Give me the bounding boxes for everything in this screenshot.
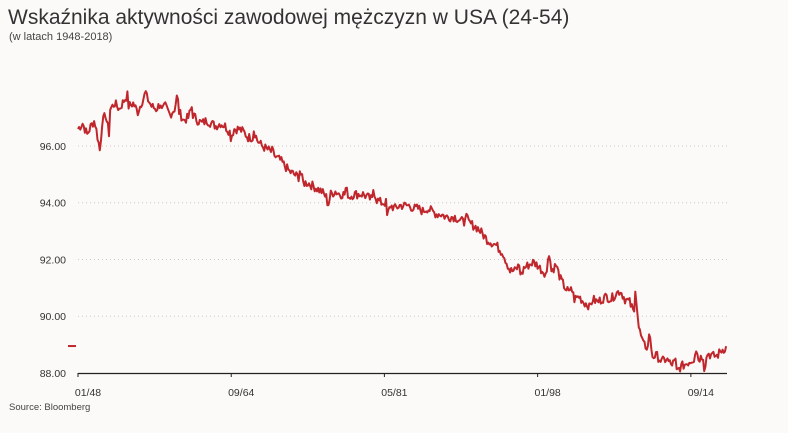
chart-source: Source: Bloomberg xyxy=(9,402,91,413)
x-tick-label: 09/14 xyxy=(688,387,714,399)
chart-title: Wskaźnika aktywności zawodowej mężczyzn … xyxy=(8,6,570,29)
series-line xyxy=(77,90,728,373)
gridlines xyxy=(78,145,727,317)
x-tick-label: 01/98 xyxy=(534,387,560,399)
y-tick-label: 96.00 xyxy=(40,141,66,153)
y-tick-label: 90.00 xyxy=(40,311,66,323)
y-tick-label: 88.00 xyxy=(40,368,66,380)
y-tick-label: 92.00 xyxy=(40,254,66,266)
chart-subtitle: (w latach 1948-2018) xyxy=(9,31,113,43)
y-tick-label: 94.00 xyxy=(40,198,66,210)
x-tick-label: 09/64 xyxy=(228,387,254,399)
x-axis-ticks: 01/48 09/64 05/81 01/98 09/14 xyxy=(75,373,714,399)
y-axis-ticks: 88.00 90.00 92.00 94.00 96.00 xyxy=(40,141,66,380)
x-tick-label: 05/81 xyxy=(381,387,407,399)
series-layer xyxy=(77,90,728,373)
x-tick-label: 01/48 xyxy=(75,387,101,399)
